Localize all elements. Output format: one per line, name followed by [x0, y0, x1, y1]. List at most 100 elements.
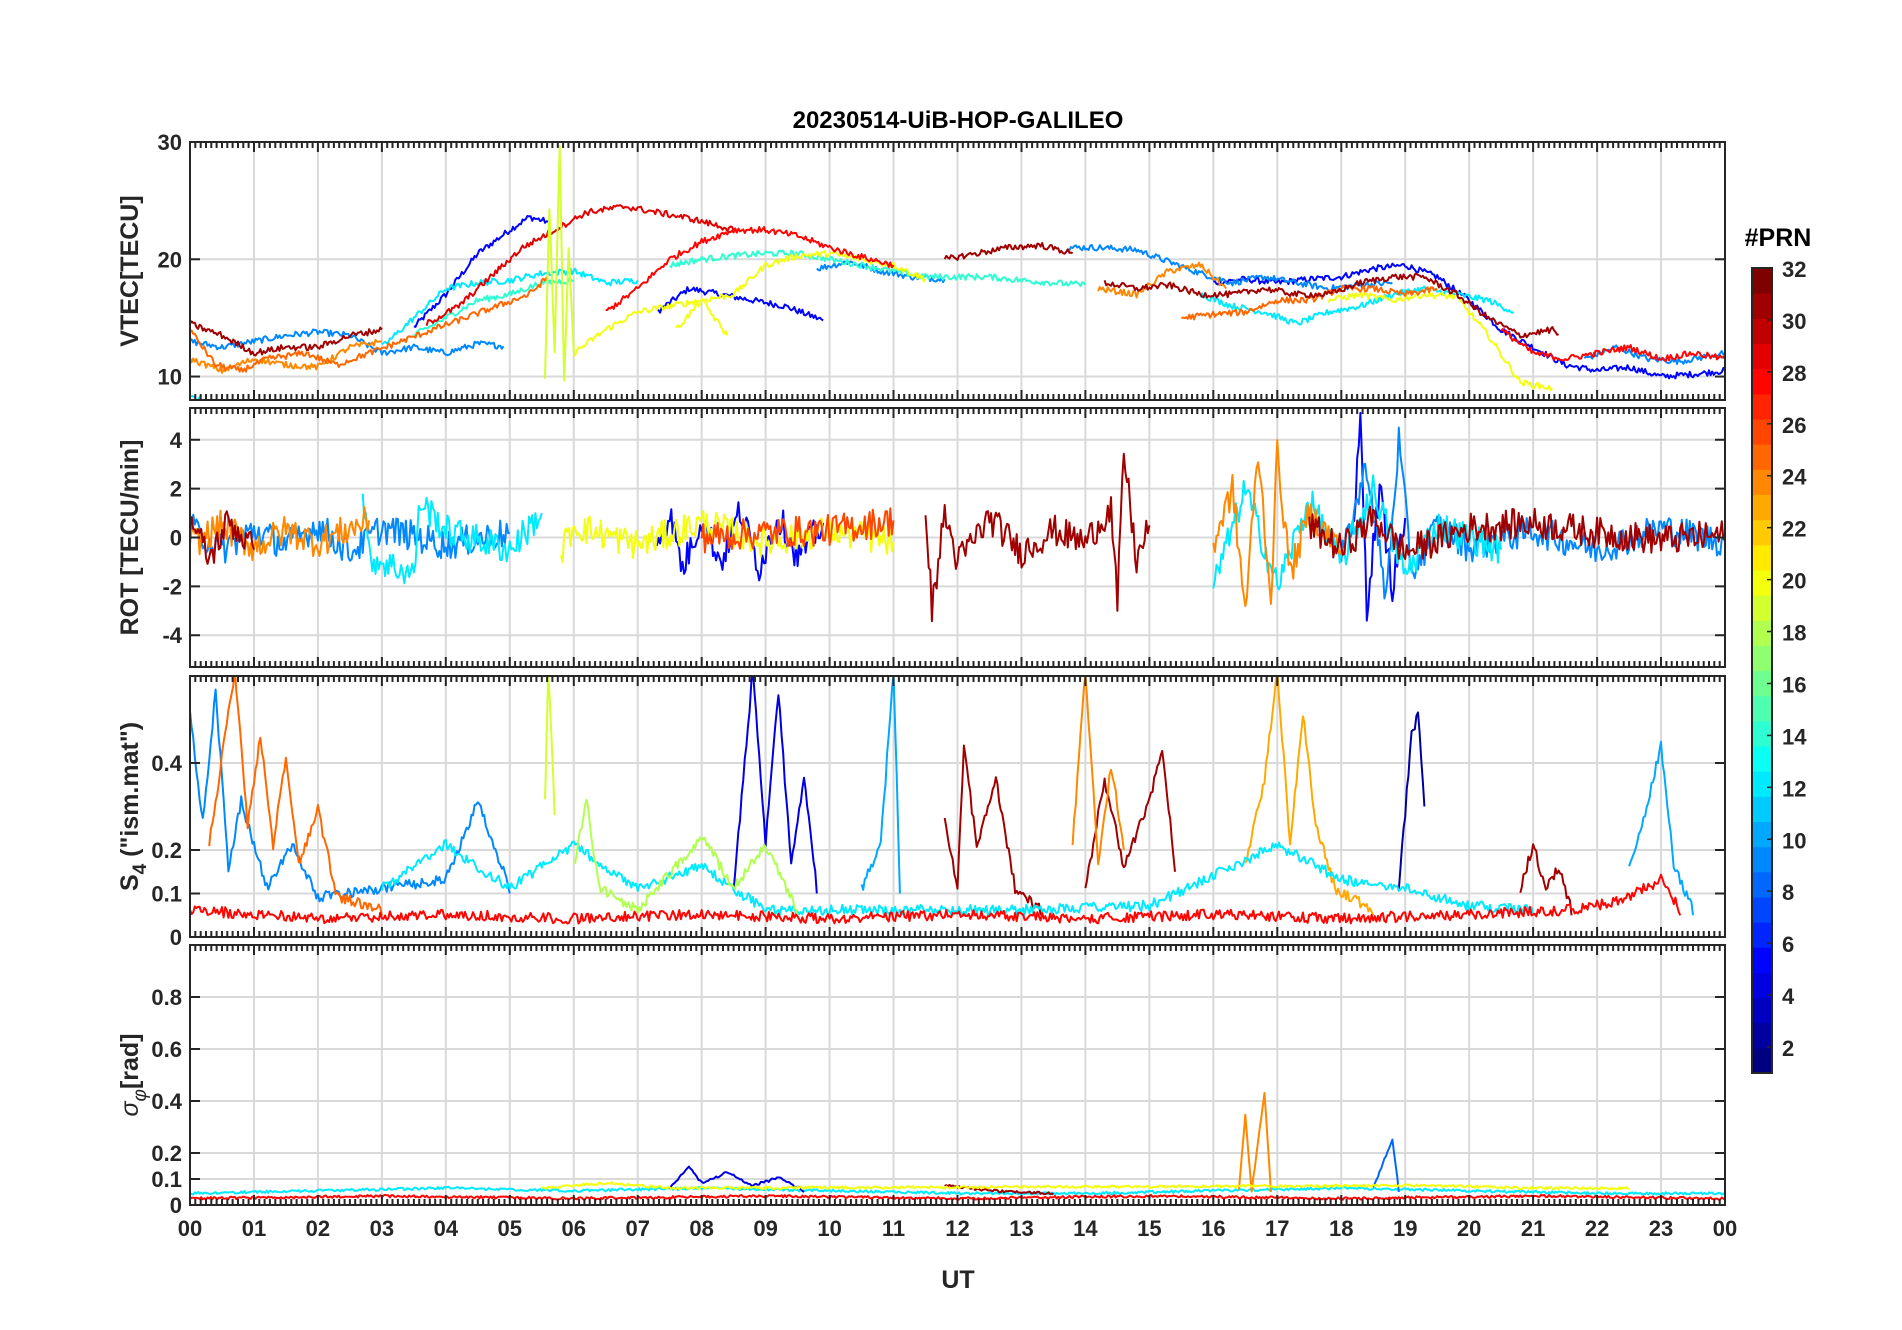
series-prn-25 — [208, 676, 383, 916]
x-tick-label: 02 — [306, 1216, 330, 1241]
colorbar-band — [1752, 444, 1772, 470]
colorbar-band — [1752, 896, 1772, 923]
x-tick-label: 12 — [945, 1216, 969, 1241]
colorbar-band — [1752, 821, 1772, 848]
x-tick-label: 22 — [1585, 1216, 1609, 1241]
series-prn-20 — [675, 298, 729, 336]
x-tick-label: 20 — [1457, 1216, 1481, 1241]
series-prn-12 — [190, 395, 208, 400]
x-tick-label: 05 — [498, 1216, 522, 1241]
x-tick-label: 21 — [1521, 1216, 1545, 1241]
colorbar-band — [1752, 771, 1772, 797]
series-prn-24 — [1071, 676, 1125, 866]
colorbar-band — [1752, 720, 1772, 747]
colorbar-tick-label: 20 — [1782, 569, 1806, 594]
colorbar-band — [1752, 494, 1772, 521]
colorbar-band — [1752, 418, 1772, 445]
y-tick-label: 4 — [170, 428, 183, 453]
series-prn-5 — [413, 215, 549, 328]
x-ticks — [189, 408, 1726, 667]
colorbar-tick-label: 10 — [1782, 828, 1806, 853]
y-tick-label: 0.1 — [151, 882, 182, 907]
colorbar-band — [1752, 997, 1772, 1024]
x-tick-label: 08 — [689, 1216, 713, 1241]
x-tick-label: 03 — [370, 1216, 394, 1241]
series-prn-9 — [1340, 426, 1725, 600]
colorbar-band — [1752, 343, 1772, 370]
colorbar-band — [1752, 1047, 1772, 1074]
colorbar-band — [1752, 745, 1772, 772]
chart-title: 20230514-UiB-HOP-GALILEO — [793, 107, 1124, 134]
series-prn-28 — [190, 873, 1682, 925]
colorbar-band — [1752, 846, 1772, 873]
colorbar-box — [1751, 267, 1773, 1074]
x-tick-label: 11 — [882, 1216, 905, 1241]
colorbar-band — [1752, 1022, 1772, 1049]
panel-vtec: 10 20 30 VTEC[TECU] — [116, 130, 1726, 401]
colorbar-tick-label: 18 — [1782, 621, 1806, 646]
y-axis-label-s4: S4 ("ism.mat") — [116, 722, 151, 891]
series-prn-31 — [943, 744, 1042, 916]
x-tick-label: 14 — [1073, 1216, 1098, 1241]
colorbar-band — [1752, 268, 1772, 294]
series-prn-5 — [656, 286, 824, 322]
y-tick-label: 0.1 — [151, 1167, 182, 1192]
panel-sigma: 00.10.2 0.4 0.6 0.8σφ[rad] — [116, 944, 1726, 1218]
colorbar-band — [1752, 368, 1772, 395]
series-group — [190, 676, 1694, 925]
y-tick-label: -2 — [162, 574, 182, 599]
series-prn-20 — [1327, 290, 1554, 392]
y-tick-label: 0.6 — [151, 1037, 182, 1062]
series-prn-26 — [700, 507, 895, 554]
panel-s4: 0 0.1 0.2 0.4S4 ("ism.mat") — [116, 675, 1726, 950]
series-prn-31 — [944, 1183, 1054, 1196]
series-prn-31 — [1103, 272, 1559, 339]
colorbar-band — [1752, 922, 1772, 948]
series-prn-10 — [1628, 740, 1694, 916]
series-prn-25 — [190, 275, 549, 373]
series-prn-4 — [732, 676, 818, 894]
colorbar-tick-label: 28 — [1782, 361, 1806, 386]
colorbar-band — [1752, 569, 1772, 596]
y-tick-label: 0 — [170, 526, 182, 551]
x-ticks — [189, 142, 1726, 400]
y-tick-label: -4 — [162, 623, 182, 648]
series-prn-31 — [1308, 505, 1725, 560]
series-prn-28 — [605, 226, 895, 311]
series-prn-31 — [1519, 843, 1573, 916]
y-tick-label: 0.4 — [151, 751, 182, 776]
x-tick-label: 07 — [625, 1216, 649, 1241]
colorbar-tick-label: 24 — [1782, 465, 1807, 490]
x-tick-label: 13 — [1009, 1216, 1033, 1241]
colorbar-band — [1752, 393, 1772, 420]
series-prn-24 — [190, 506, 371, 562]
colorbar-tick-label: 22 — [1782, 517, 1806, 542]
y-tick-label: 0.4 — [151, 1089, 182, 1114]
x-tick-label: 00 — [1713, 1216, 1737, 1241]
series-prn-9 — [1065, 244, 1393, 293]
x-tick-label: 23 — [1649, 1216, 1673, 1241]
y-tick-label: 0.2 — [151, 838, 182, 863]
series-prn-23 — [1244, 676, 1375, 916]
y-axis-label-vtec: VTEC[TECU] — [116, 195, 144, 346]
x-tick-label: 15 — [1137, 1216, 1161, 1241]
series-prn-19 — [544, 145, 575, 382]
colorbar-tick-label: 6 — [1782, 932, 1794, 957]
series-prn-9 — [1583, 344, 1725, 365]
series-prn-12 — [361, 493, 543, 585]
y-tick-label: 2 — [170, 477, 182, 502]
y-tick-label: 0 — [170, 925, 182, 950]
series-prn-10 — [860, 676, 901, 894]
series-prn-31 — [943, 242, 1074, 261]
y-tick-label: 30 — [158, 130, 182, 155]
y-tick-label: 20 — [158, 247, 182, 272]
x-ticks — [189, 676, 1726, 937]
colorbar-tick-label: 2 — [1782, 1036, 1794, 1061]
x-tick-label: 16 — [1201, 1216, 1225, 1241]
series-prn-31 — [924, 452, 1151, 623]
series-prn-31 — [190, 510, 255, 565]
colorbar-band — [1752, 695, 1772, 722]
